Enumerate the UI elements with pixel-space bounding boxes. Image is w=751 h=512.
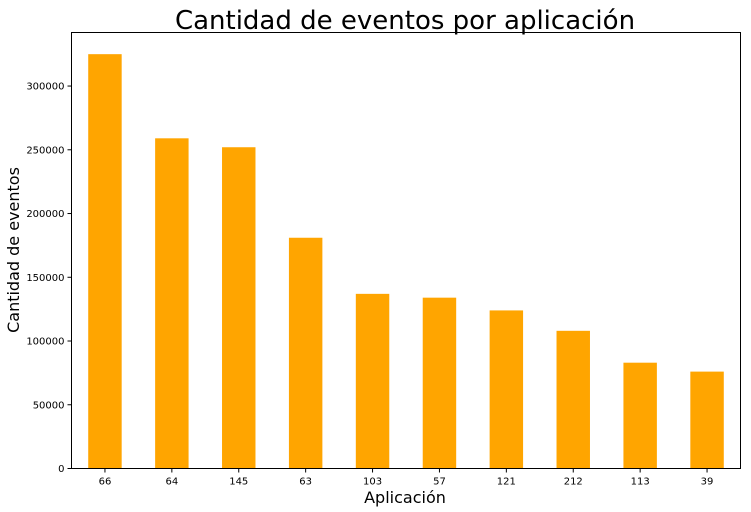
y-tick-label: 150000 [26, 273, 64, 284]
x-tick-label: 66 [99, 477, 112, 488]
bar-39 [690, 371, 724, 469]
plot-area: 66 64 145 63 103 57 121 212 113 39 0 50000 100000 150… [26, 54, 724, 488]
x-axis-label: Aplicación [364, 488, 446, 507]
bar-145 [222, 147, 256, 469]
x-tick-label: 57 [433, 477, 446, 488]
axes-frame [71, 32, 741, 469]
y-tick-label: 100000 [26, 337, 64, 348]
bar-103 [355, 293, 390, 469]
bar-66 [88, 54, 122, 469]
x-tick-label: 121 [497, 477, 516, 488]
y-tick-label: 200000 [26, 209, 64, 220]
y-axis-label: Cantidad de eventos [4, 167, 23, 333]
bar-57 [422, 297, 457, 469]
y-tick-label: 300000 [26, 82, 64, 93]
y-tick-label: 250000 [26, 145, 64, 156]
chart-title: Cantidad de eventos por aplicación [175, 6, 635, 36]
x-tick-label: 63 [299, 477, 312, 488]
bar-113 [623, 362, 657, 469]
y-tick-label: 0 [58, 464, 64, 475]
x-tick-label: 113 [631, 477, 650, 488]
bar-121 [489, 310, 524, 469]
bar-212 [556, 330, 590, 469]
x-tick-label: 145 [229, 477, 248, 488]
x-tick-label: 103 [363, 477, 382, 488]
x-tick-label: 212 [564, 477, 583, 488]
x-tick-label: 64 [165, 477, 178, 488]
bar-64 [155, 138, 189, 469]
y-tick-label: 50000 [33, 400, 65, 411]
bar-63 [288, 237, 323, 469]
x-tick-label: 39 [701, 477, 714, 488]
